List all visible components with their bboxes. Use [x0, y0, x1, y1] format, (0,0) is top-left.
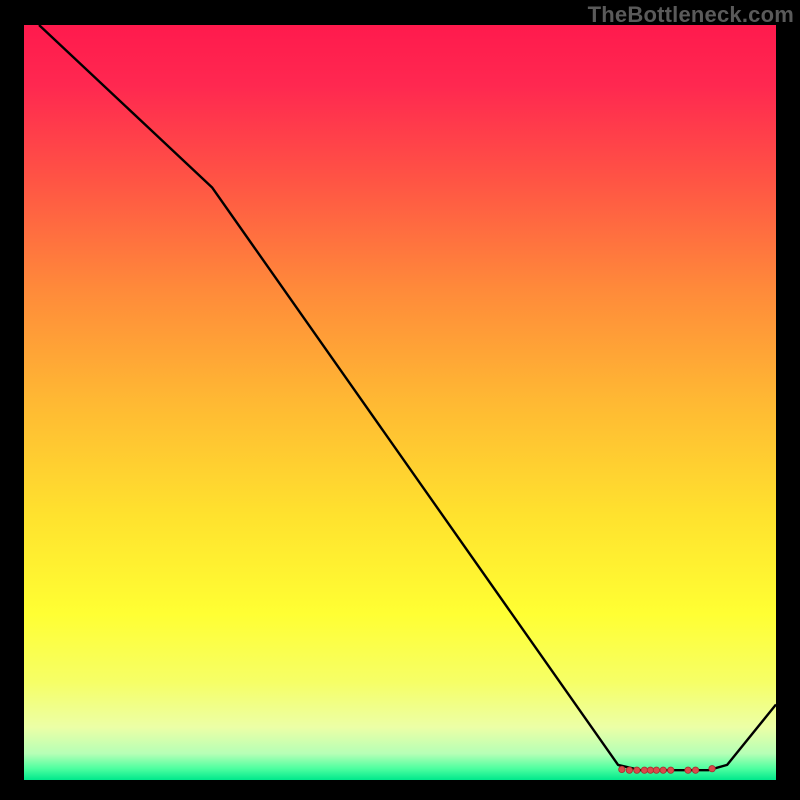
- marker-point: [685, 767, 691, 773]
- marker-point: [619, 766, 625, 772]
- bottleneck-chart: [24, 25, 776, 780]
- marker-point: [641, 767, 647, 773]
- marker-point: [668, 767, 674, 773]
- chart-container: TheBottleneck.com: [0, 0, 800, 800]
- marker-point: [660, 767, 666, 773]
- marker-point: [626, 767, 632, 773]
- plot-background: [24, 25, 776, 780]
- marker-point: [634, 767, 640, 773]
- marker-point: [653, 767, 659, 773]
- marker-point: [692, 767, 698, 773]
- attribution-text: TheBottleneck.com: [588, 0, 800, 28]
- marker-point: [709, 765, 715, 771]
- marker-point: [647, 767, 653, 773]
